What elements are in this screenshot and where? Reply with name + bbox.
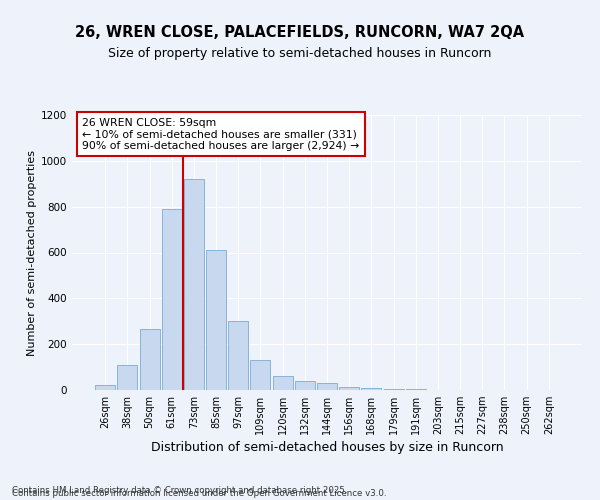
Bar <box>140 330 160 390</box>
Bar <box>295 382 315 390</box>
Bar <box>206 250 226 390</box>
Bar <box>95 386 115 390</box>
Bar <box>250 360 271 390</box>
Text: Size of property relative to semi-detached houses in Runcorn: Size of property relative to semi-detach… <box>109 48 491 60</box>
Bar <box>184 179 204 390</box>
Text: Contains public sector information licensed under the Open Government Licence v3: Contains public sector information licen… <box>12 488 386 498</box>
Bar <box>228 322 248 390</box>
Bar <box>118 365 137 390</box>
Bar <box>339 386 359 390</box>
Text: 26 WREN CLOSE: 59sqm
← 10% of semi-detached houses are smaller (331)
90% of semi: 26 WREN CLOSE: 59sqm ← 10% of semi-detac… <box>82 118 359 151</box>
Bar <box>317 383 337 390</box>
X-axis label: Distribution of semi-detached houses by size in Runcorn: Distribution of semi-detached houses by … <box>151 442 503 454</box>
Text: Contains HM Land Registry data © Crown copyright and database right 2025.: Contains HM Land Registry data © Crown c… <box>12 486 347 495</box>
Text: 26, WREN CLOSE, PALACEFIELDS, RUNCORN, WA7 2QA: 26, WREN CLOSE, PALACEFIELDS, RUNCORN, W… <box>76 25 524 40</box>
Bar <box>383 389 404 390</box>
Y-axis label: Number of semi-detached properties: Number of semi-detached properties <box>27 150 37 356</box>
Bar <box>361 388 382 390</box>
Bar <box>272 376 293 390</box>
Bar <box>162 209 182 390</box>
